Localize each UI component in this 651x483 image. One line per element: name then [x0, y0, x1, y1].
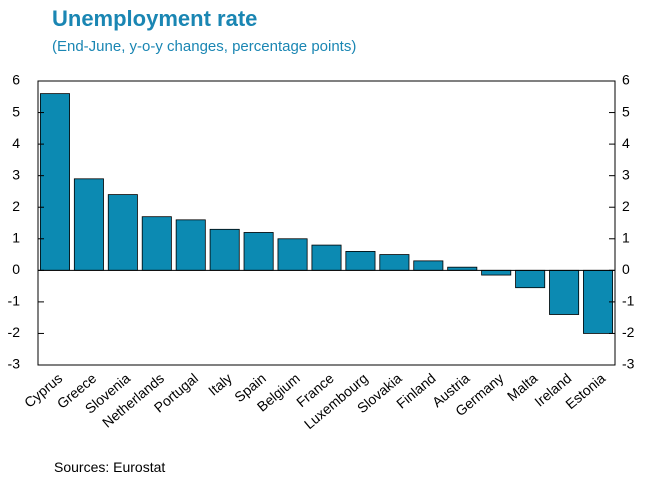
- bar-france: [311, 244, 342, 271]
- y-tick-label-right: -1: [622, 293, 635, 309]
- bar-portugal: [175, 219, 206, 271]
- y-tick-label-left: 0: [12, 261, 20, 277]
- bar-cyprus: [39, 93, 70, 271]
- bar-slovenia: [107, 194, 138, 271]
- bar-malta: [515, 269, 546, 289]
- source-note: Sources: Eurostat: [54, 459, 166, 475]
- y-axis-left: -3 -2 -1 0 1 2 3 4 5 6: [8, 72, 44, 372]
- y-tick-label-right: 4: [622, 135, 630, 151]
- y-tick-label-left: -2: [8, 324, 21, 340]
- bar-finland: [413, 260, 444, 271]
- bar-spain: [243, 232, 274, 271]
- chart-title: Unemployment rate: [52, 6, 258, 31]
- y-tick-label-right: 1: [622, 229, 630, 245]
- y-tick-label-right: 2: [622, 198, 630, 214]
- y-tick-label-left: 4: [12, 135, 20, 151]
- y-tick-label-right: 5: [622, 103, 630, 119]
- bar-germany: [481, 269, 512, 276]
- bar-greece: [73, 178, 104, 271]
- bar-luxembourg: [345, 250, 376, 271]
- y-tick-label-left: 3: [12, 166, 20, 182]
- bar-ireland: [549, 269, 580, 315]
- y-tick-label-left: 5: [12, 103, 20, 119]
- y-tick-label-right: 6: [622, 72, 630, 88]
- bar-italy: [209, 228, 240, 271]
- bars-group: [39, 93, 614, 334]
- x-tick-label-finland: Finland: [393, 370, 438, 412]
- y-tick-label-right: -3: [622, 356, 635, 372]
- bar-netherlands: [141, 216, 172, 271]
- y-tick-label-right: -2: [622, 324, 635, 340]
- bar-belgium: [277, 238, 308, 271]
- y-tick-label-right: 0: [622, 261, 630, 277]
- y-tick-label-left: 2: [12, 198, 20, 214]
- y-tick-label-left: 6: [12, 72, 20, 88]
- y-axis-right: -3 -2 -1 0 1 2 3 4 5 6: [609, 72, 635, 372]
- y-tick-label-right: 3: [622, 166, 630, 182]
- bar-estonia: [583, 269, 614, 334]
- x-tick-label-italy: Italy: [205, 370, 235, 399]
- plot-frame: [37, 80, 616, 366]
- y-tick-label-left: -3: [8, 356, 21, 372]
- chart-subtitle: (End-June, y-o-y changes, percentage poi…: [52, 38, 357, 55]
- y-tick-label-left: -1: [8, 293, 21, 309]
- y-tick-label-left: 1: [12, 229, 20, 245]
- bar-slovakia: [379, 254, 410, 271]
